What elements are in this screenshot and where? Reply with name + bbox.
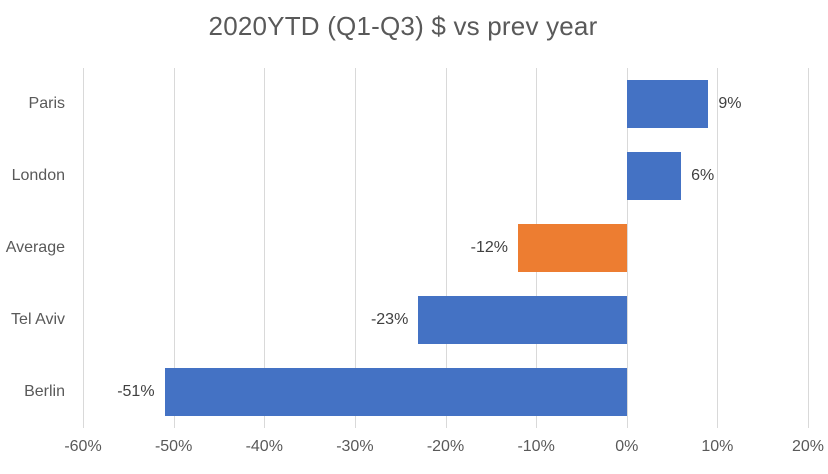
x-axis-tick-label: 10% — [701, 438, 734, 455]
bar-tel-aviv — [418, 296, 627, 344]
bar-london — [626, 152, 682, 200]
gridline--20% — [445, 68, 447, 428]
x-axis-tick-label: -40% — [245, 438, 283, 455]
x-axis-tick-label: -10% — [517, 438, 555, 455]
x-axis-tick-label: -60% — [64, 438, 102, 455]
data-label-average: -12% — [470, 239, 508, 256]
category-label-paris: Paris — [28, 95, 65, 112]
bar-average — [518, 224, 627, 272]
category-label-tel-aviv: Tel Aviv — [11, 311, 65, 328]
gridline--40% — [264, 68, 266, 428]
x-axis-tick-label: -30% — [336, 438, 374, 455]
x-axis-tick-label: -20% — [426, 438, 465, 455]
data-label-london: 6% — [691, 167, 715, 184]
gridline--60% — [83, 68, 84, 428]
category-label-london: London — [11, 167, 65, 184]
x-axis-tick-label: -50% — [154, 438, 193, 455]
gridline--50% — [173, 68, 175, 428]
category-label-average: Average — [5, 239, 65, 256]
data-label-paris: 9% — [718, 95, 742, 112]
gridline-0% — [626, 68, 628, 428]
bar-paris — [626, 80, 709, 128]
gridline-10% — [717, 68, 719, 428]
bar-berlin — [164, 368, 627, 416]
category-label-berlin: Berlin — [24, 383, 65, 400]
gridline-20% — [808, 68, 809, 428]
x-axis-tick-label: 20% — [791, 438, 825, 455]
chart-title: 2020YTD (Q1-Q3) $ vs prev year — [208, 11, 598, 41]
gridline--30% — [354, 68, 356, 428]
data-label-tel-aviv: -23% — [370, 311, 409, 328]
data-label-berlin: -51% — [117, 383, 155, 400]
x-axis-tick-label: 0% — [615, 438, 639, 455]
